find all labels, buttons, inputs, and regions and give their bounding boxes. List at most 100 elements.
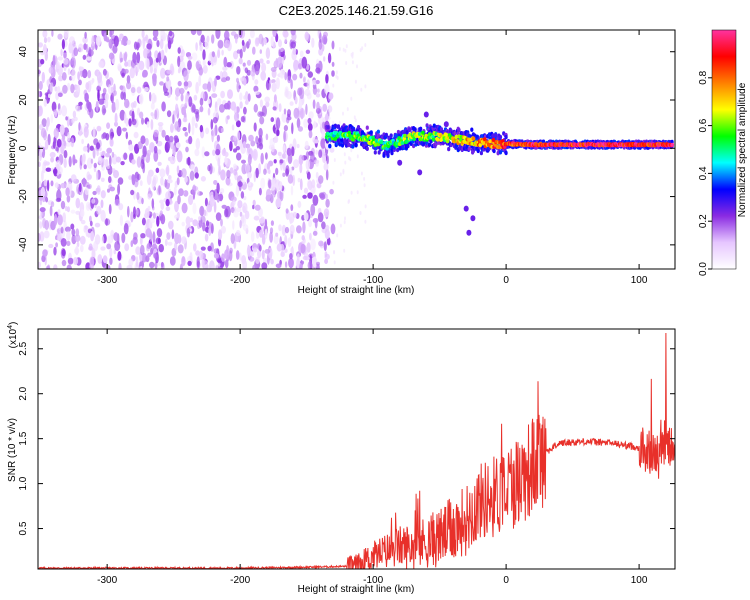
noise-cell xyxy=(307,71,313,78)
noise-cell xyxy=(170,123,174,133)
noise-cell xyxy=(258,163,261,175)
noise-cell xyxy=(175,95,179,101)
noise-cell xyxy=(345,61,348,65)
noise-cell xyxy=(226,115,230,120)
noise-cell xyxy=(319,193,326,201)
noise-cell xyxy=(118,262,122,269)
colorbar-tick-label: 0.0 xyxy=(698,262,709,276)
noise-cell xyxy=(363,176,366,181)
noise-cell xyxy=(103,32,108,42)
noise-cell xyxy=(248,181,251,187)
noise-cell xyxy=(200,34,205,43)
noise-cell xyxy=(149,91,152,102)
noise-cell xyxy=(60,200,66,210)
noise-cell xyxy=(53,109,58,116)
noise-cell xyxy=(290,30,296,36)
noise-cell xyxy=(259,229,264,238)
noise-cell xyxy=(236,66,241,75)
signal-cell xyxy=(431,137,436,142)
noise-cell xyxy=(309,232,312,241)
noise-cell xyxy=(343,152,346,157)
noise-cell xyxy=(178,188,184,197)
signal-cell xyxy=(400,141,405,145)
noise-cell xyxy=(255,256,260,264)
noise-cell xyxy=(143,48,148,59)
noise-cell xyxy=(50,156,54,163)
noise-cell xyxy=(136,60,140,73)
noise-cell xyxy=(156,228,163,238)
noise-cell xyxy=(53,168,58,175)
noise-cell xyxy=(350,96,353,101)
noise-cell xyxy=(80,209,85,218)
noise-cell xyxy=(299,87,305,100)
noise-cell xyxy=(119,109,126,121)
noise-cell xyxy=(235,36,238,44)
noise-cell xyxy=(121,72,125,78)
noise-cell xyxy=(188,194,194,206)
noise-cell xyxy=(165,78,172,90)
noise-cell xyxy=(38,161,41,168)
noise-cell xyxy=(305,103,308,115)
noise-cell xyxy=(163,91,170,97)
noise-cell xyxy=(215,75,221,80)
noise-cell xyxy=(50,180,54,187)
noise-cell xyxy=(224,151,229,157)
noise-cell xyxy=(233,112,240,122)
noise-cell xyxy=(207,245,212,252)
noise-cell xyxy=(65,142,72,147)
noise-cell xyxy=(62,84,68,94)
noise-cell xyxy=(171,229,175,240)
noise-cell xyxy=(113,83,116,93)
noise-cell xyxy=(45,196,49,203)
signal-cell xyxy=(384,132,388,138)
noise-cell xyxy=(157,149,162,155)
noise-cell xyxy=(111,151,115,158)
noise-cell xyxy=(343,248,346,253)
noise-cell xyxy=(120,161,125,166)
noise-cell xyxy=(231,196,237,202)
noise-cell xyxy=(161,101,166,112)
noise-cell xyxy=(72,154,76,166)
signal-cell xyxy=(369,130,373,135)
noise-cell xyxy=(149,65,153,74)
noise-cell xyxy=(42,249,48,257)
noise-cell xyxy=(216,182,220,194)
noise-cell xyxy=(80,244,84,253)
noise-cell xyxy=(260,216,266,226)
signal-cell xyxy=(374,142,378,147)
noise-cell xyxy=(291,122,294,135)
noise-cell xyxy=(303,118,308,128)
noise-cell xyxy=(290,79,293,90)
noise-cell xyxy=(124,243,130,252)
signal-cell xyxy=(504,150,508,156)
noise-cell xyxy=(141,30,145,39)
x-tick-label: -300 xyxy=(97,275,117,286)
noise-cell xyxy=(275,232,279,237)
noise-cell xyxy=(315,79,320,85)
noise-cell xyxy=(139,265,143,269)
signal-cell xyxy=(336,124,341,129)
signal-cell xyxy=(470,127,474,132)
noise-cell xyxy=(126,81,132,90)
signal-cell xyxy=(670,142,675,147)
noise-cell xyxy=(224,156,228,165)
spectrogram-x-ticks: -300 -200 -100 0 100 xyxy=(97,30,648,286)
noise-cell xyxy=(235,184,240,197)
noise-cell xyxy=(230,233,235,245)
noise-cell xyxy=(66,195,71,203)
noise-cell xyxy=(173,135,179,141)
noise-cell xyxy=(50,201,55,208)
noise-cell xyxy=(278,103,282,113)
noise-cell xyxy=(221,225,226,234)
signal-cell xyxy=(491,133,495,138)
noise-cell xyxy=(299,178,303,191)
noise-cell xyxy=(343,220,346,225)
noise-cell xyxy=(86,99,90,110)
noise-cell xyxy=(82,177,86,188)
noise-cell xyxy=(237,181,243,188)
noise-cell xyxy=(47,133,51,146)
noise-cell xyxy=(227,89,233,99)
noise-cell xyxy=(230,31,237,36)
noise-cell xyxy=(296,117,301,129)
noise-cell xyxy=(107,164,110,170)
